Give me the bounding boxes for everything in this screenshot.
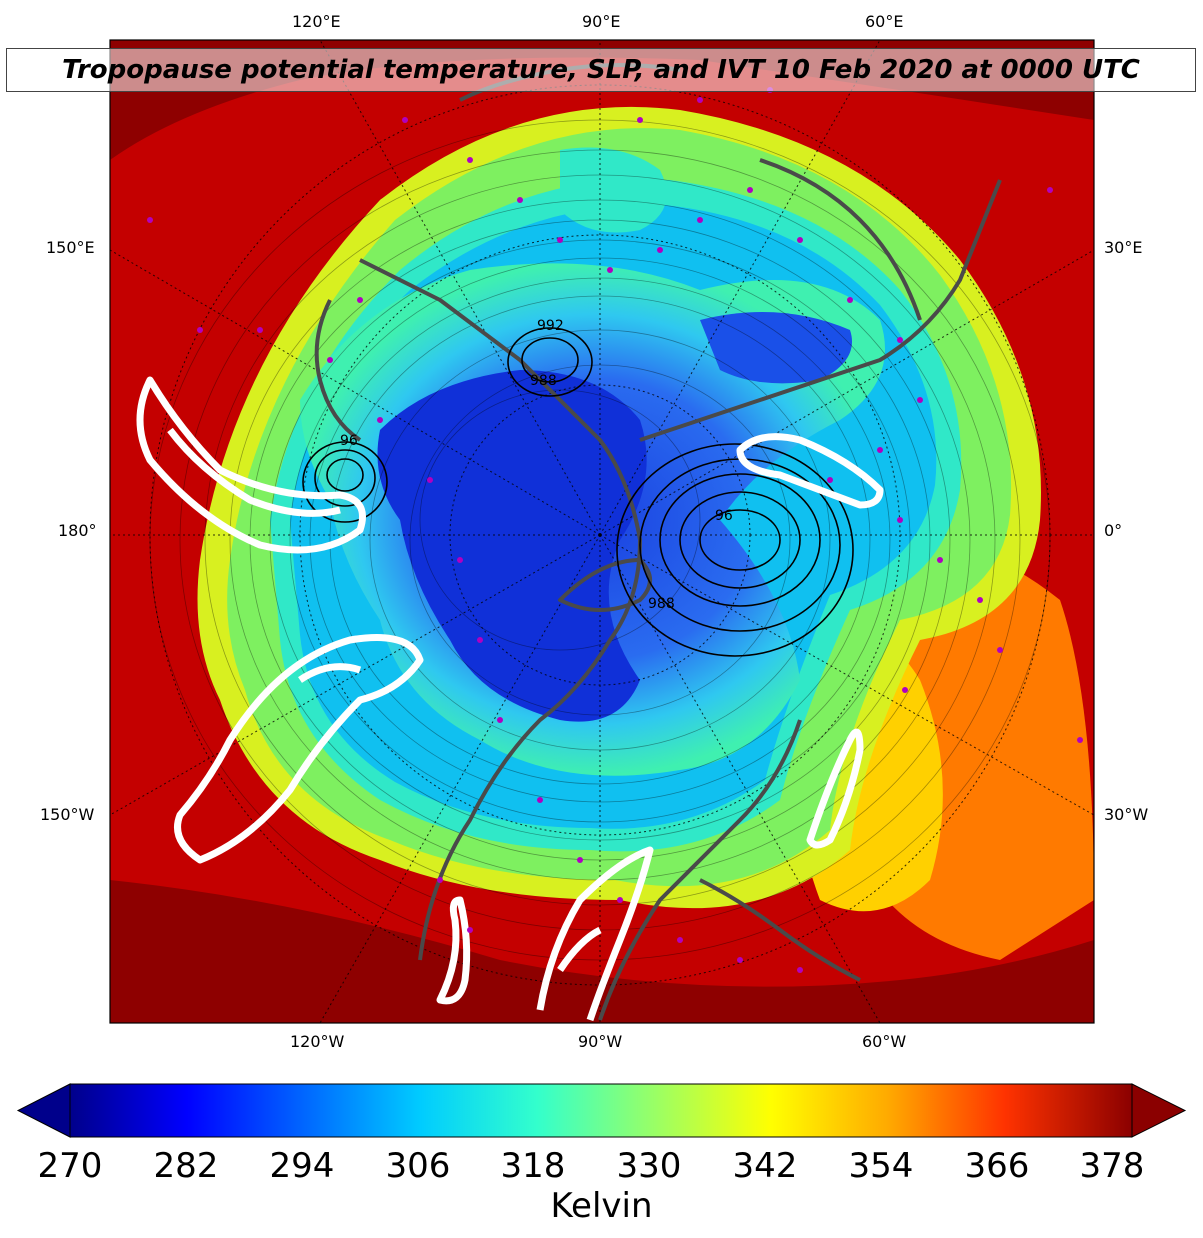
station-markers: [147, 87, 1083, 973]
ivt-contours: [136, 376, 884, 1022]
lon-label-bottom: 120°W: [290, 1032, 345, 1051]
map-panel: 992 988 96 988 96: [110, 40, 1094, 1023]
lat-label-left: 180°: [58, 521, 97, 540]
slp-label: 988: [530, 373, 557, 389]
colorbar-tick: 294: [269, 1146, 335, 1186]
colorbar-min-extend: [16, 1083, 71, 1138]
colorbar-tick: 330: [616, 1146, 682, 1186]
colorbar-tick: 366: [964, 1146, 1030, 1186]
slp-label: 992: [537, 318, 564, 334]
colorbar-max-extend: [1131, 1083, 1187, 1138]
lon-label-top: 90°E: [582, 12, 621, 31]
slp-label: 988: [648, 596, 675, 612]
colorbar-tick: 306: [385, 1146, 451, 1186]
slp-label: 96: [715, 508, 733, 524]
slp-labels: 992 988 96 988 96: [340, 318, 733, 612]
map-frame: [109, 39, 1095, 1024]
colorbar-tick: 354: [848, 1146, 914, 1186]
lat-label-right: 0°: [1104, 521, 1123, 540]
colorbar-tick: 318: [500, 1146, 566, 1186]
lat-label-right: 30°W: [1104, 805, 1149, 824]
lon-label-bottom: 90°W: [578, 1032, 623, 1051]
lat-label-right: 30°E: [1104, 238, 1143, 257]
lon-label-top: 60°E: [865, 12, 904, 31]
lat-label-left: 150°W: [40, 805, 95, 824]
slp-label: 96: [340, 433, 358, 449]
lon-label-bottom: 60°W: [862, 1032, 907, 1051]
colorbar-tick: 270: [37, 1146, 103, 1186]
lon-label-top: 120°E: [292, 12, 341, 31]
colorbar-tick: 378: [1079, 1146, 1145, 1186]
colorbar-tick: 342: [732, 1146, 798, 1186]
map-title: Tropopause potential temperature, SLP, a…: [6, 48, 1196, 92]
colorbar: [16, 1083, 1187, 1138]
colorbar-tick: 282: [153, 1146, 219, 1186]
colorbar-label: Kelvin: [550, 1186, 653, 1226]
lat-label-left: 150°E: [46, 238, 95, 257]
